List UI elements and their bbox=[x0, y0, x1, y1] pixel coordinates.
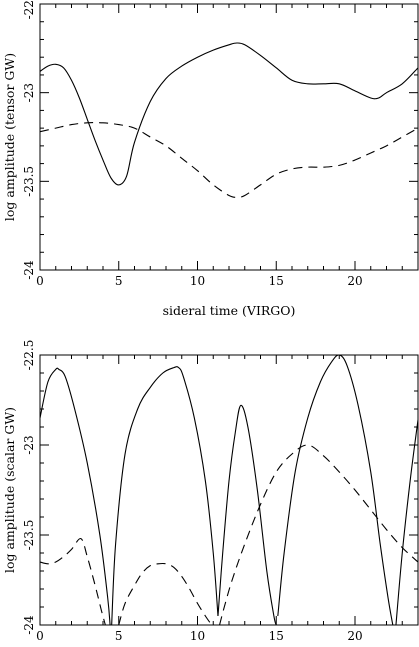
y-tick-label: -24 bbox=[22, 615, 36, 635]
x-axis-label: sideral time (VIRGO) bbox=[163, 303, 296, 318]
y-tick-label: -22.5 bbox=[22, 0, 36, 19]
dashed-series-line bbox=[40, 538, 106, 625]
dashed-series-line bbox=[40, 122, 418, 198]
y-tick-label: -23.5 bbox=[22, 520, 36, 551]
plot-frame bbox=[39, 3, 419, 271]
x-tick-label: 15 bbox=[269, 629, 284, 643]
solid-series-line bbox=[40, 367, 111, 625]
x-tick-label: 20 bbox=[347, 629, 362, 643]
solid-series-line bbox=[395, 419, 418, 625]
x-tick-label: 10 bbox=[190, 629, 205, 643]
x-tick-label: 0 bbox=[36, 629, 44, 643]
tensor-gw-panel: 0 5 10 15 20 -24 -23.5 -23 -22.5 sideral time (VI… bbox=[2, 0, 419, 318]
x-tick-label: 10 bbox=[190, 274, 205, 288]
y-axis-label: log amplitude (tensor GW) bbox=[2, 53, 17, 221]
dashed-series-line bbox=[118, 562, 213, 625]
y-tick-label: -23 bbox=[22, 435, 36, 454]
solid-series-line bbox=[111, 366, 219, 625]
y-tick-label: -22.5 bbox=[22, 340, 36, 371]
solid-series-line bbox=[217, 404, 277, 625]
plot-frame bbox=[39, 354, 419, 626]
y-tick-label: -23.5 bbox=[22, 166, 36, 197]
solid-series-line bbox=[40, 42, 418, 186]
x-tick-label: 5 bbox=[115, 629, 123, 643]
dashed-series-line bbox=[219, 444, 418, 625]
x-tick-label: 0 bbox=[36, 274, 44, 288]
x-tick-label: 20 bbox=[347, 274, 362, 288]
x-tick-label: 15 bbox=[269, 274, 284, 288]
y-tick-label: -23 bbox=[22, 83, 36, 102]
x-tick-label: 5 bbox=[115, 274, 123, 288]
solid-series-line bbox=[277, 355, 394, 625]
y-tick-label: -24 bbox=[22, 260, 36, 280]
y-axis-label: log amplitude (scalar GW) bbox=[2, 407, 17, 573]
